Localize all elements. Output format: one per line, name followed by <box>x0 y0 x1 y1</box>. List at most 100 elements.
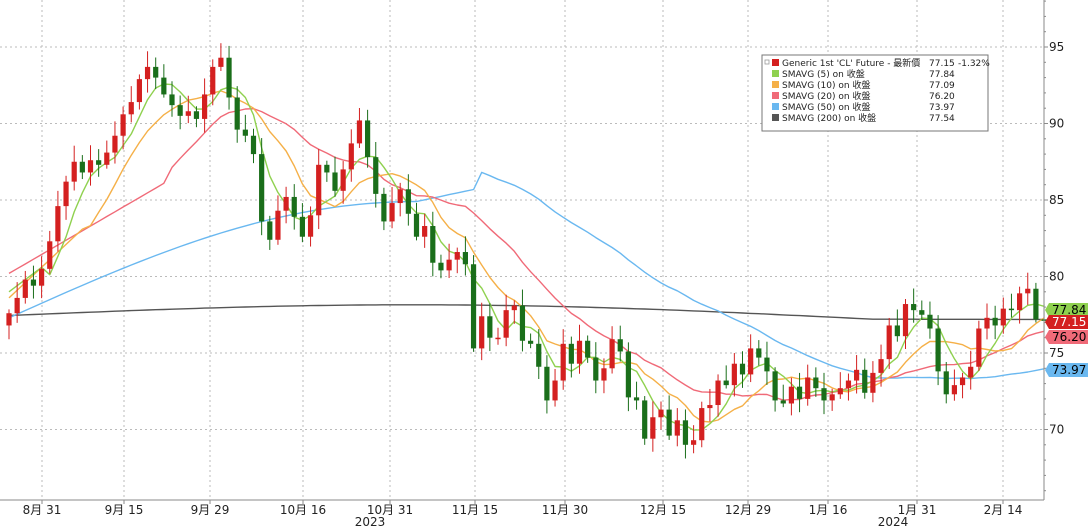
candle <box>511 300 517 324</box>
candle-body <box>291 196 297 217</box>
legend-swatch <box>772 103 779 110</box>
candle-body <box>1008 308 1015 311</box>
candle-body <box>299 216 305 237</box>
candle-body <box>1025 288 1031 294</box>
y-tick-label: 95 <box>1049 40 1064 54</box>
candle-body <box>422 226 428 237</box>
candle-body <box>267 221 273 240</box>
candle-body <box>470 264 477 349</box>
candle-body <box>536 343 542 367</box>
value-tag-box <box>1045 315 1088 329</box>
candle <box>854 355 860 394</box>
x-tick-label: 10月 31 <box>367 503 413 517</box>
candle <box>71 145 77 191</box>
candle <box>1008 293 1015 318</box>
candle-body <box>250 135 257 155</box>
candle <box>658 401 664 430</box>
candle <box>381 187 387 231</box>
legend-row: SMAVG (10) on 收盤 77.09 <box>772 79 955 91</box>
candle-body <box>39 268 45 286</box>
value-tag-box <box>1045 330 1088 344</box>
candle <box>894 309 900 342</box>
value-tag: 77.15 <box>1045 315 1088 329</box>
candle-body <box>870 372 876 393</box>
candle-body <box>707 405 713 409</box>
candle <box>805 364 811 406</box>
candle <box>55 190 61 252</box>
candle <box>226 45 232 110</box>
candle-body <box>674 420 680 436</box>
legend-row: Generic 1st 'CL' Future - 最新價 77.15 -1.32% <box>772 57 990 69</box>
candle <box>943 361 949 404</box>
candle <box>593 342 599 394</box>
candle-body <box>348 143 354 170</box>
axes: 70 75 80 85 90 95 8月 31 9月 15 9月 29 10月 16 10月 31 1… <box>0 0 1064 529</box>
x-tick-label: 2月 14 <box>984 503 1023 517</box>
candle <box>878 344 884 387</box>
candle-body <box>829 394 835 401</box>
candle-body <box>413 213 420 237</box>
candle <box>976 320 982 371</box>
candle-body <box>682 420 689 445</box>
candle <box>528 333 534 349</box>
candle-body <box>633 397 640 401</box>
candle <box>136 74 142 110</box>
candle <box>104 140 110 169</box>
candle <box>87 145 94 186</box>
candle-body <box>234 97 240 130</box>
candle <box>96 149 102 177</box>
candle <box>772 367 778 412</box>
candle-body <box>585 340 591 358</box>
candle-body <box>943 371 949 395</box>
candle <box>291 184 297 230</box>
candle <box>438 254 444 279</box>
candle <box>568 336 574 378</box>
candle-body <box>275 210 281 240</box>
candle <box>707 388 713 422</box>
candle-body <box>161 77 167 95</box>
candle-body <box>772 371 778 401</box>
candle-body <box>951 385 957 395</box>
legend-label: SMAVG (5) on 收盤 <box>782 68 865 80</box>
candle-body <box>177 105 183 116</box>
candle-body <box>405 189 411 214</box>
candle-body <box>715 380 721 406</box>
candle-body <box>609 339 615 369</box>
candle <box>829 388 835 411</box>
candle-body <box>397 189 403 204</box>
candle <box>951 369 957 401</box>
candle-body <box>120 114 126 136</box>
candle-body <box>519 305 526 341</box>
candle-body <box>911 304 917 311</box>
candle-body <box>487 316 493 338</box>
candle-body <box>356 120 363 144</box>
y-tick-label: 90 <box>1049 117 1064 131</box>
candle-body <box>1033 288 1039 320</box>
candle <box>234 86 240 143</box>
candle-body <box>886 325 892 360</box>
candle <box>413 202 420 241</box>
candle-body <box>552 380 558 401</box>
candle-body <box>959 377 966 386</box>
candle-body <box>968 366 974 378</box>
candle-body <box>47 241 53 269</box>
candle-body <box>169 94 175 106</box>
candle <box>63 175 69 220</box>
candle <box>1033 282 1039 323</box>
candle <box>128 86 134 123</box>
legend-label: SMAVG (10) on 收盤 <box>782 79 870 91</box>
legend-value: 77.84 <box>929 70 955 80</box>
candle-body <box>666 409 672 436</box>
candle-body <box>805 377 811 399</box>
x-tick-label: 11月 15 <box>452 503 498 517</box>
x-tick-label: 9月 15 <box>105 503 144 517</box>
x-year-label: 2024 <box>878 515 909 529</box>
candle <box>470 255 477 352</box>
candle-body <box>430 226 436 263</box>
candle-body <box>373 157 379 194</box>
candle <box>585 335 591 363</box>
candle-body <box>658 409 664 418</box>
candle <box>788 377 794 416</box>
